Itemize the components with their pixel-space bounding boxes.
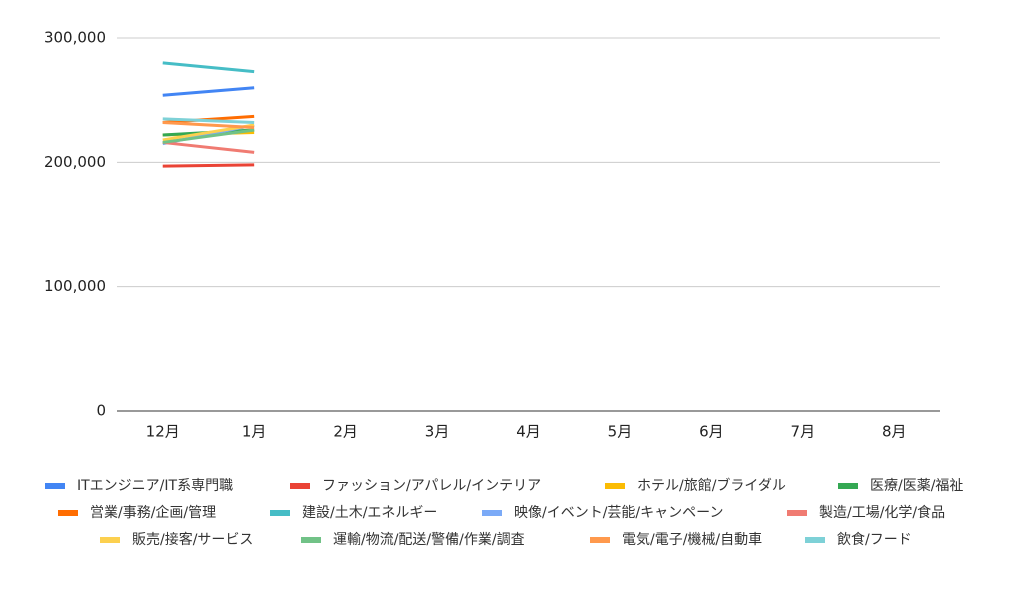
legend-swatch xyxy=(482,510,502,516)
series-line xyxy=(162,163,255,168)
legend-swatch xyxy=(100,537,120,543)
x-tick-label: 6月 xyxy=(699,423,724,441)
y-tick-label: 200,000 xyxy=(44,153,106,171)
legend-swatch xyxy=(290,483,310,489)
legend-label: ホテル/旅館/ブライダル xyxy=(637,477,786,494)
legend-swatch xyxy=(58,510,78,516)
x-tick-label: 2月 xyxy=(333,423,358,441)
legend-swatch xyxy=(45,483,65,489)
y-tick-label: 300,000 xyxy=(44,29,106,47)
legend-label: 販売/接客/サービス xyxy=(132,531,253,548)
x-tick-label: 12月 xyxy=(146,423,180,441)
y-tick-label: 100,000 xyxy=(44,277,106,295)
legend-swatch xyxy=(838,483,858,489)
x-tick-label: 3月 xyxy=(425,423,450,441)
legend-swatch xyxy=(301,537,321,543)
x-tick-label: 1月 xyxy=(242,423,267,441)
series-line xyxy=(162,117,255,125)
series-line xyxy=(162,128,255,144)
legend-label: 製造/工場/化学/食品 xyxy=(819,504,945,521)
legend-label: 営業/事務/企画/管理 xyxy=(90,504,216,521)
legend-swatch xyxy=(270,510,290,516)
series-line xyxy=(162,61,255,74)
legend-label: ITエンジニア/IT系専門職 xyxy=(77,478,233,494)
x-tick-label: 8月 xyxy=(882,423,907,441)
series-line xyxy=(162,86,255,97)
x-tick-label: 5月 xyxy=(608,423,633,441)
legend-swatch xyxy=(590,537,610,543)
series-line xyxy=(162,121,255,130)
legend-swatch xyxy=(605,483,625,489)
legend-swatch xyxy=(787,510,807,516)
legend-label: 建設/土木/エネルギー xyxy=(302,505,437,521)
legend-label: 飲食/フード xyxy=(837,531,912,548)
legend-label: 映像/イベント/芸能/キャンペーン xyxy=(514,505,723,521)
legend-label: 電気/電子/機械/自動車 xyxy=(622,531,762,548)
legend-label: 運輸/物流/配送/警備/作業/調査 xyxy=(333,532,525,548)
x-tick-label: 7月 xyxy=(791,423,816,441)
y-tick-label: 0 xyxy=(96,402,106,420)
x-tick-label: 4月 xyxy=(516,423,541,441)
legend-label: ファッション/アパレル/インテリア xyxy=(322,478,541,494)
legend-label: 医療/医薬/福祉 xyxy=(870,477,963,494)
legend-swatch xyxy=(805,537,825,543)
series-line xyxy=(162,140,255,154)
